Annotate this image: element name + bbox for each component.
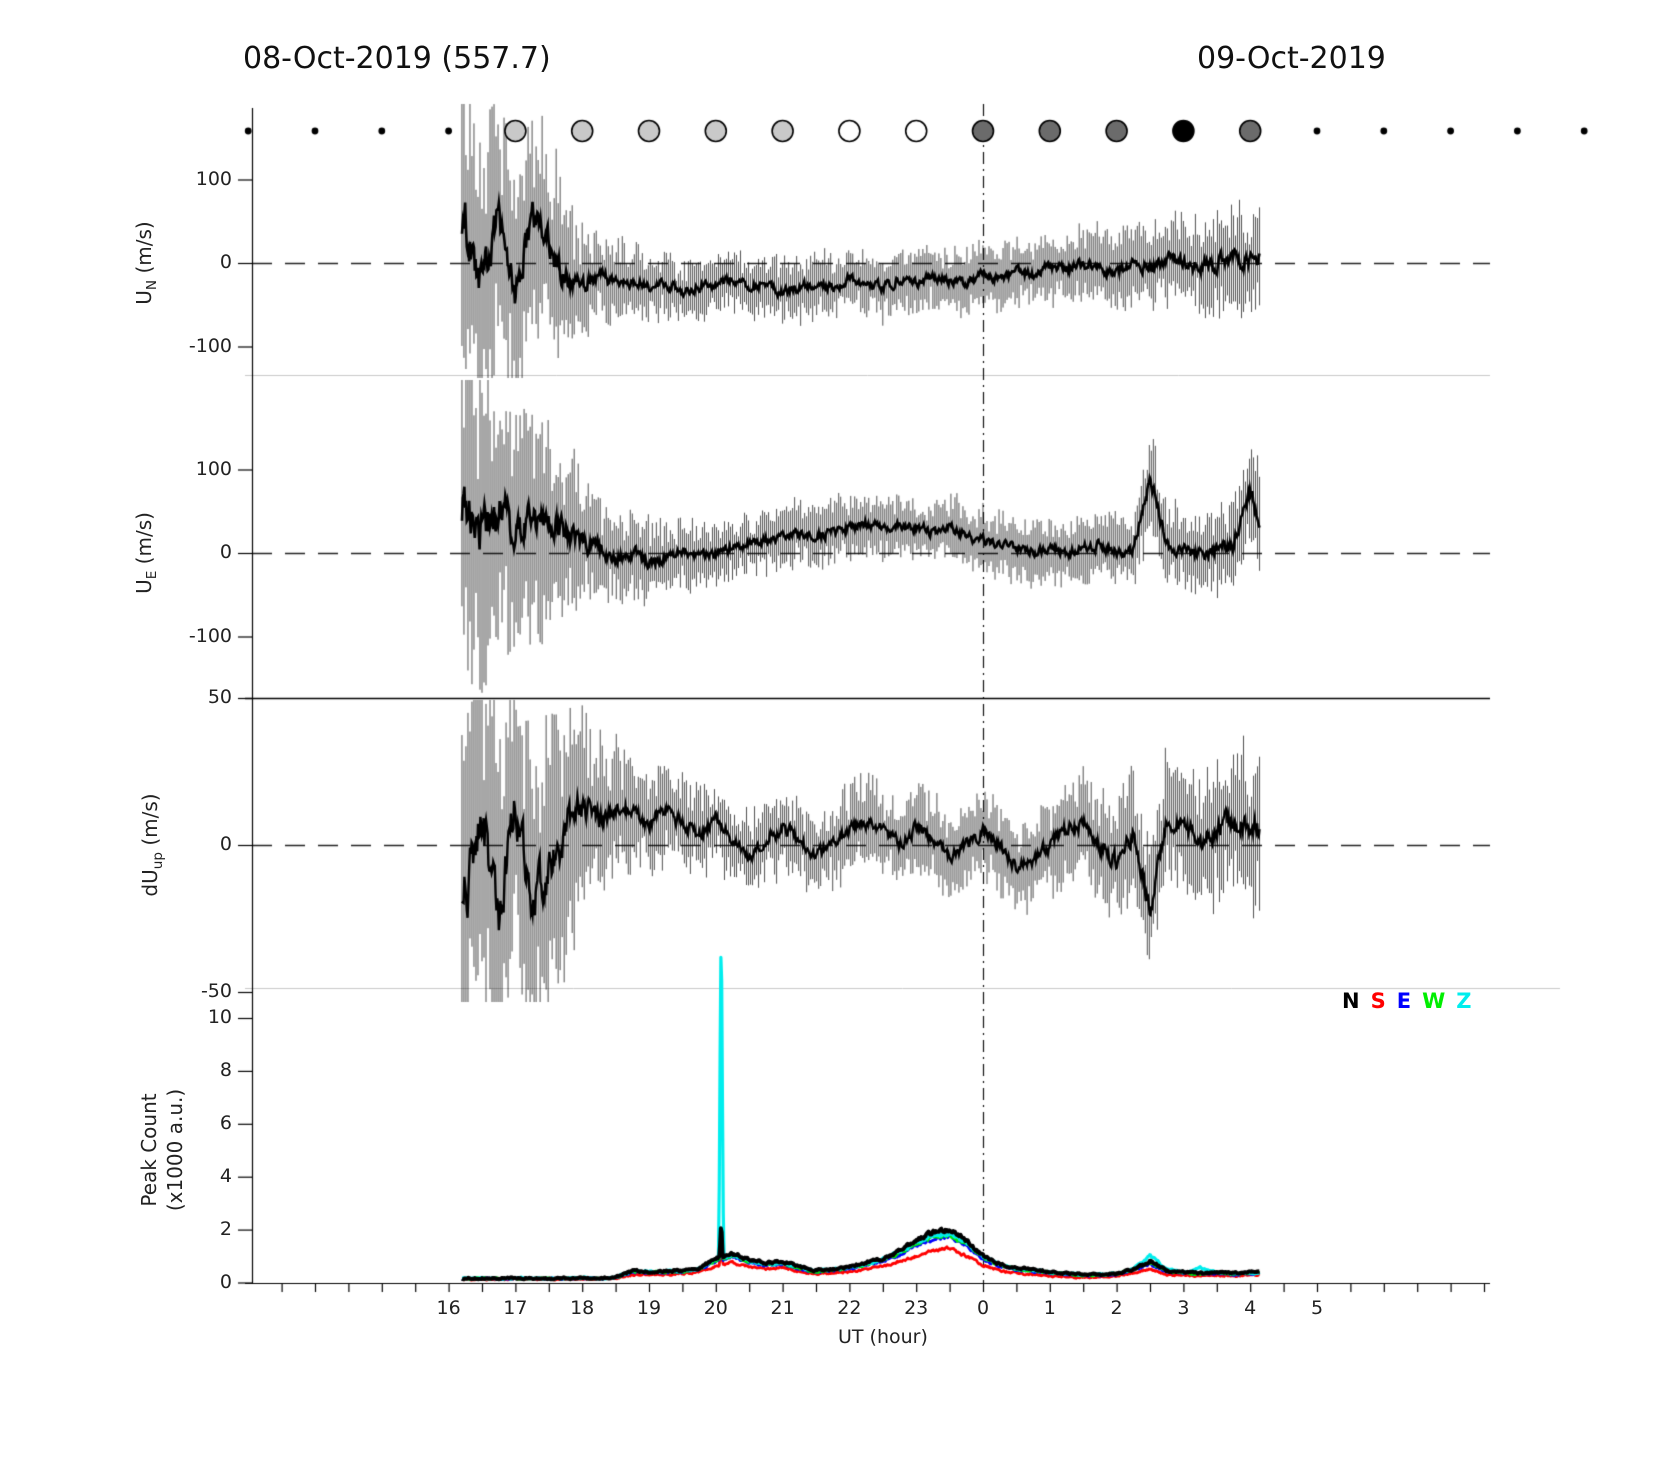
y-tick-label: 0 xyxy=(219,541,232,563)
y-tick-label: 8 xyxy=(219,1058,232,1081)
title-date-left: 08-Oct-2019 (557.7) xyxy=(243,41,551,76)
y-tick-label: 6 xyxy=(219,1111,232,1134)
y-tick-label: 0 xyxy=(219,251,232,273)
ylabel-un: UN (m/s) xyxy=(132,221,160,305)
x-tick-label: 4 xyxy=(1244,1297,1257,1319)
y-tick-label: 10 xyxy=(207,1006,232,1028)
ylabel-peak-count: Peak Count (x1000 a.u.) xyxy=(137,1088,187,1212)
y-tick-label: 100 xyxy=(195,457,232,480)
y-tick-label: 100 xyxy=(195,167,232,190)
x-tick-label: 19 xyxy=(636,1297,662,1319)
y-tick-label: 0 xyxy=(219,1270,232,1293)
y-tick-label: 2 xyxy=(219,1217,232,1240)
x-tick-label: 0 xyxy=(976,1297,990,1319)
legend-item-S: S xyxy=(1370,989,1386,1013)
y-tick-label: 50 xyxy=(207,686,232,708)
x-tick-label: 18 xyxy=(570,1297,595,1319)
legend-item-W: W xyxy=(1422,989,1446,1013)
x-tick-label: 17 xyxy=(503,1297,528,1319)
y-tick-label: -50 xyxy=(200,980,232,1002)
x-tick-label: 23 xyxy=(904,1297,929,1319)
x-tick-label: 20 xyxy=(703,1297,728,1319)
y-tick-label: -100 xyxy=(188,624,232,647)
y-tick-label: 0 xyxy=(219,833,232,855)
x-axis-label: UT (hour) xyxy=(838,1326,928,1348)
x-tick-label: 16 xyxy=(436,1297,461,1319)
ylabel-ue: UE (m/s) xyxy=(132,512,160,594)
x-tick-label: 22 xyxy=(837,1297,862,1319)
x-tick-label: 5 xyxy=(1310,1297,1324,1319)
legend-item-Z: Z xyxy=(1456,989,1472,1013)
x-tick-label: 21 xyxy=(770,1297,795,1319)
legend-item-E: E xyxy=(1396,989,1412,1013)
x-tick-label: 1 xyxy=(1043,1297,1056,1319)
y-tick-label: -100 xyxy=(188,334,232,357)
x-tick-label: 3 xyxy=(1177,1297,1190,1319)
title-date-right: 09-Oct-2019 xyxy=(1197,41,1386,76)
y-tick-label: 4 xyxy=(219,1164,232,1187)
x-tick-label: 2 xyxy=(1110,1297,1123,1319)
legend-item-N: N xyxy=(1342,989,1360,1013)
